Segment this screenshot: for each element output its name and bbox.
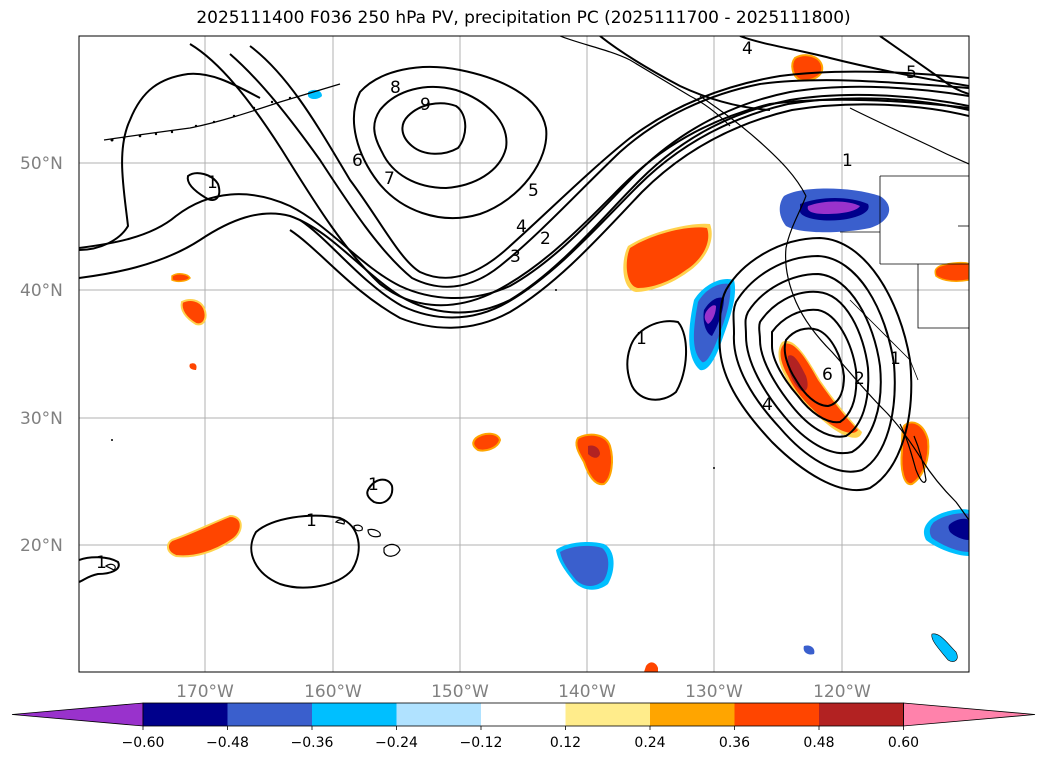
colorbar-cell [819, 703, 904, 726]
svg-text:1: 1 [890, 349, 901, 369]
svg-text:4: 4 [762, 395, 773, 415]
colorbar-cell [734, 703, 819, 726]
precip-anomaly-shading [166, 54, 969, 672]
svg-text:1: 1 [96, 553, 107, 573]
colorbar-cell [565, 703, 650, 726]
colorbar: −0.60 −0.48 −0.36 −0.24 −0.12 0.12 0.24 0.36 0.4… [11, 702, 1036, 751]
map-title: 2025111400 F036 250 hPa PV, precipitatio… [196, 8, 851, 28]
svg-text:5: 5 [906, 63, 917, 83]
pv-contour-labels: 9 8 7 6 5 4 3 2 1 1 1 1 1 1 2 4 6 1 4 5 [96, 39, 917, 573]
svg-text:130°W: 130°W [685, 682, 743, 702]
colorbar-cell [481, 703, 566, 726]
svg-text:7: 7 [384, 169, 395, 189]
colorbar-extend-max [903, 702, 1036, 727]
svg-text:1: 1 [636, 329, 647, 349]
svg-text:50°N: 50°N [20, 154, 63, 174]
colorbar-tick-label: 0.36 [719, 735, 750, 751]
colorbar-cell [396, 703, 481, 726]
coastlines [103, 36, 969, 571]
colorbar-tick-label: −0.60 [122, 735, 165, 751]
colorbar-extend-min [11, 702, 144, 727]
colorbar-tick-label: −0.12 [460, 735, 503, 751]
colorbar-tick-label: −0.24 [375, 735, 418, 751]
svg-text:30°N: 30°N [20, 409, 63, 429]
svg-text:140°W: 140°W [558, 682, 616, 702]
map-frame [78, 35, 970, 673]
colorbar-tick-label: 0.48 [803, 735, 834, 751]
svg-text:6: 6 [352, 151, 363, 171]
latitude-labels: 50°N 40°N 30°N 20°N [20, 154, 63, 556]
svg-text:1: 1 [207, 173, 218, 193]
colorbar-tick-label: 0.12 [550, 735, 581, 751]
svg-text:3: 3 [510, 247, 521, 267]
svg-text:40°N: 40°N [20, 281, 63, 301]
svg-text:1: 1 [306, 511, 317, 531]
svg-text:5: 5 [528, 181, 539, 201]
colorbar-tick-label: 0.60 [888, 735, 919, 751]
colorbar-cell [143, 703, 228, 726]
svg-text:4: 4 [742, 39, 753, 59]
longitude-labels: 170°W 160°W 150°W 140°W 130°W 120°W [176, 682, 871, 702]
svg-text:8: 8 [390, 78, 401, 98]
colorbar-tick-label: −0.48 [206, 735, 249, 751]
svg-text:160°W: 160°W [304, 682, 362, 702]
map-panel [79, 36, 969, 672]
pv-contours [79, 36, 969, 589]
colorbar-cell [227, 703, 312, 726]
colorbar-outline [142, 702, 904, 727]
colorbar-cell [312, 703, 397, 726]
svg-text:1: 1 [842, 151, 853, 171]
svg-text:20°N: 20°N [20, 536, 63, 556]
svg-text:150°W: 150°W [431, 682, 489, 702]
colorbar-tick-label: 0.24 [634, 735, 665, 751]
svg-text:4: 4 [516, 217, 527, 237]
aleutian-islands [110, 96, 715, 469]
colorbar-cell [650, 703, 735, 726]
svg-text:2: 2 [540, 229, 551, 249]
svg-text:9: 9 [420, 95, 431, 115]
svg-text:2: 2 [854, 369, 865, 389]
svg-text:6: 6 [822, 365, 833, 385]
svg-text:120°W: 120°W [813, 682, 871, 702]
svg-text:170°W: 170°W [176, 682, 234, 702]
colorbar-tick-label: −0.36 [291, 735, 334, 751]
svg-text:1: 1 [368, 475, 379, 495]
